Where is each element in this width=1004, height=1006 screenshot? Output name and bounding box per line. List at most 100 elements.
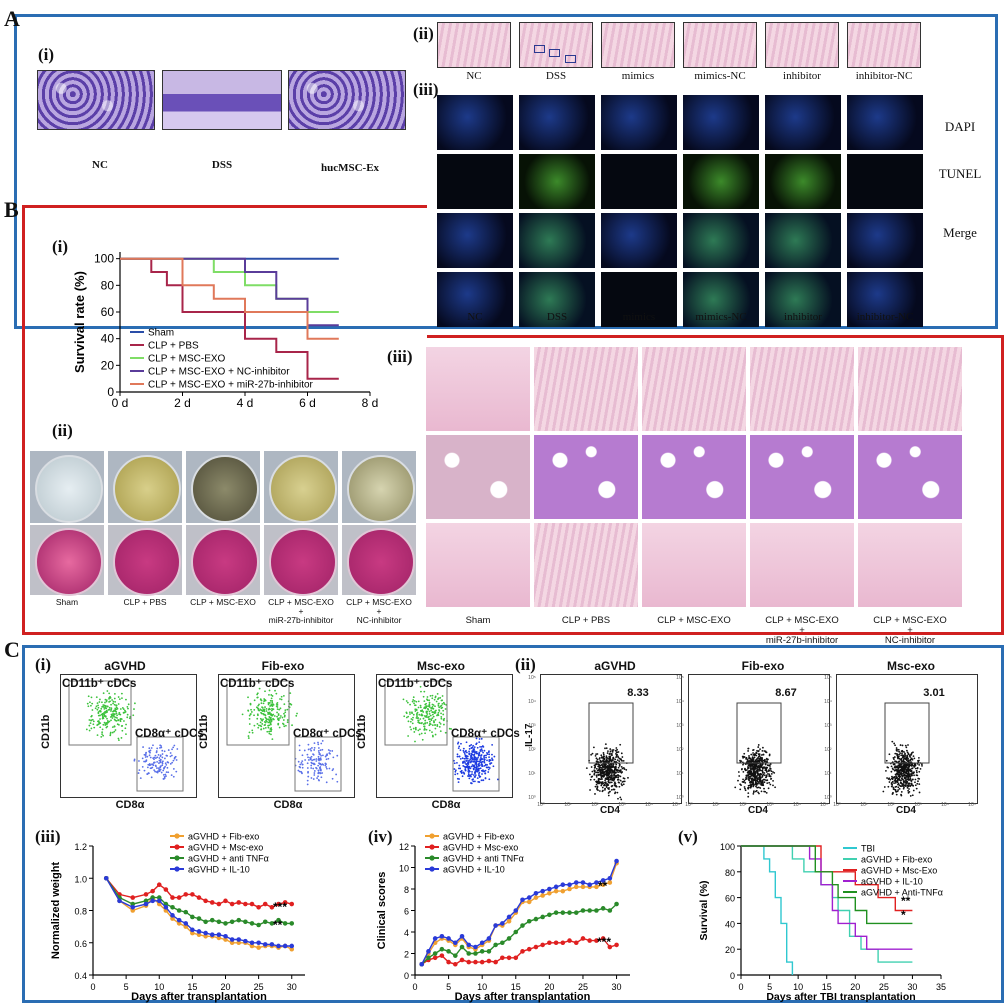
c-ii-dot xyxy=(897,770,900,773)
c-i-dot-blue xyxy=(471,771,473,773)
data-point xyxy=(190,927,195,933)
data-point xyxy=(196,916,202,921)
c-i-dot-green xyxy=(286,708,289,711)
c-ii-dot xyxy=(588,773,591,776)
data-point xyxy=(573,884,579,890)
c-i-dot-green xyxy=(426,696,429,698)
c-i-dot-blue xyxy=(477,756,479,759)
c-ii-dot xyxy=(623,780,626,783)
data-point xyxy=(156,901,162,907)
data-point xyxy=(130,901,136,907)
c-i-dot-blue xyxy=(474,769,477,771)
legend-label: CLP + PBS xyxy=(148,341,199,352)
c-i-dot-green xyxy=(410,728,413,731)
b-ii-dish-bottom-1 xyxy=(113,528,181,596)
c-ii-dot xyxy=(760,790,763,793)
c-ii-dot xyxy=(752,769,755,771)
data-point xyxy=(580,880,586,885)
c-ii-dot xyxy=(887,766,889,769)
c-i-dot-green xyxy=(113,713,116,716)
c-i-dot-green xyxy=(125,723,127,726)
c-i-dot-blue xyxy=(456,753,459,756)
c-i-dot-blue xyxy=(307,770,309,773)
data-point xyxy=(426,955,431,961)
data-point xyxy=(540,914,545,920)
c-i-dot-green xyxy=(408,711,411,714)
legend-marker xyxy=(429,833,435,839)
c-i-dot-green xyxy=(104,710,107,713)
c-ii-dot xyxy=(753,756,756,759)
c-i-dot-green xyxy=(434,705,436,708)
c-ii-dot xyxy=(759,757,762,760)
b-ii-caption-line: Sham xyxy=(55,597,79,607)
c-ii-dot xyxy=(761,746,764,749)
c-ii-dot xyxy=(901,778,904,781)
b-iii-image-r0-c4 xyxy=(858,347,962,431)
data-point xyxy=(560,940,566,946)
y-tick-label: 0 xyxy=(404,971,409,981)
c-i-dot-green xyxy=(268,724,271,727)
c-i-dot-blue xyxy=(497,778,499,781)
c-i-dot-green xyxy=(434,733,437,736)
c-i-dot-blue xyxy=(319,753,322,756)
c-ii-dot xyxy=(759,776,761,778)
a-ii-caption-1: DSS xyxy=(545,70,567,82)
c-i-dot-blue xyxy=(335,773,338,776)
c-i-dot-green xyxy=(271,705,274,708)
c-i-dot-blue xyxy=(325,781,328,784)
c-ii-dot xyxy=(619,769,622,772)
significance-marker: * xyxy=(901,908,906,922)
y-tick-label: 60 xyxy=(101,305,115,319)
c-i-dot-green xyxy=(95,696,98,699)
c-i-dot-blue xyxy=(143,760,145,763)
a-iii-image-r0-c4 xyxy=(765,95,841,150)
c-i-dot-blue xyxy=(165,771,168,774)
b-iii-caption-line: Sham xyxy=(465,615,491,626)
y-axis-label: Normalized weight xyxy=(50,862,62,960)
c-i-dot-blue xyxy=(161,756,164,759)
legend-marker xyxy=(174,844,180,850)
c-i-dot-green xyxy=(114,716,117,719)
c-ii-dot xyxy=(901,766,903,769)
data-point xyxy=(607,908,613,913)
c-ii-dot xyxy=(891,783,894,786)
c-i-dot-green xyxy=(106,717,108,720)
b-ii-dish-top-0 xyxy=(35,455,103,523)
data-point xyxy=(466,951,472,956)
c-ii-dot xyxy=(910,770,913,773)
c-i-dot-blue xyxy=(457,747,460,750)
c-i-dot-green xyxy=(414,710,417,712)
c-i-gate-2 xyxy=(136,736,184,792)
c-i-dot-green xyxy=(429,714,432,717)
c-ii-dot xyxy=(734,786,737,789)
c-ii-dot xyxy=(747,795,750,798)
c-ii-dot xyxy=(761,749,764,752)
c-ii-dot xyxy=(908,763,910,766)
c-ii-dot xyxy=(914,767,917,770)
c-ii-dot xyxy=(611,758,614,761)
c-i-dot-green xyxy=(270,694,273,696)
c-i-dot-green xyxy=(97,720,99,723)
c-ii-dot xyxy=(899,752,902,755)
c-ii-dot xyxy=(754,760,757,762)
c-ii-dot xyxy=(604,779,606,782)
c-i-dot-green xyxy=(114,700,117,703)
c-i-dot-green xyxy=(271,695,274,697)
data-point xyxy=(600,878,606,883)
c-i-dot-blue xyxy=(473,755,476,758)
data-point xyxy=(170,916,175,921)
c-ii-dot xyxy=(915,787,918,790)
c-ii-dot xyxy=(749,770,752,773)
data-point xyxy=(473,959,478,965)
c-i-dot-green xyxy=(423,725,425,728)
y-tick-label: 40 xyxy=(725,919,735,929)
c-ii-dot xyxy=(892,756,895,759)
c-i-dot-blue xyxy=(159,761,162,764)
b-iii-caption-3: CLP + MSC-EXO + miR-27b-inhibitor xyxy=(744,616,860,646)
x-axis-label: Days after transplantation xyxy=(455,991,591,1003)
c-ii-dot xyxy=(612,777,614,780)
c-i-dot-blue xyxy=(320,754,322,757)
c-i-dot-green xyxy=(428,724,431,727)
c-ii-dot xyxy=(747,787,750,790)
c-i-dot-green xyxy=(264,726,267,729)
